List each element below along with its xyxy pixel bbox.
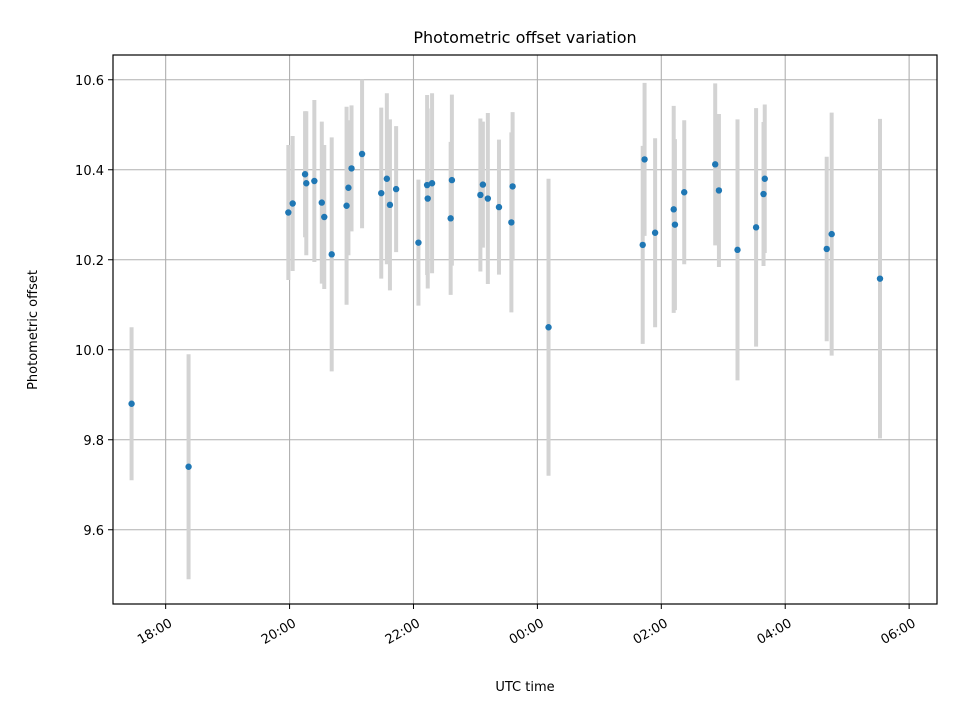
data-point	[495, 203, 503, 211]
data-point	[477, 191, 484, 199]
data-point	[358, 150, 366, 158]
data-point	[715, 187, 723, 194]
data-point	[285, 209, 292, 216]
data-point	[303, 180, 310, 187]
data-point	[823, 245, 830, 253]
data-point	[734, 246, 741, 254]
data-point	[712, 161, 719, 168]
data-point	[423, 181, 431, 189]
data-point	[508, 219, 515, 226]
data-point	[301, 171, 309, 178]
data-point	[318, 199, 325, 206]
data-point	[392, 185, 400, 193]
data-point	[828, 230, 835, 238]
data-point	[651, 229, 659, 236]
y-axis-label: Photometric offset	[26, 270, 41, 390]
data-point	[321, 213, 328, 221]
data-point	[670, 206, 677, 213]
data-point	[128, 400, 135, 407]
data-point	[415, 239, 422, 246]
y-tick-label: 9.6	[83, 524, 104, 539]
data-point	[343, 202, 350, 209]
data-point	[328, 251, 335, 258]
data-point	[383, 175, 391, 182]
x-axis-label: UTC time	[495, 680, 554, 695]
data-point	[479, 181, 487, 188]
data-point	[348, 165, 355, 172]
data-point	[761, 175, 768, 182]
data-point	[345, 184, 352, 191]
y-tick-label: 10.6	[75, 74, 104, 89]
data-point	[448, 176, 456, 184]
data-point	[681, 189, 688, 196]
data-point	[424, 195, 431, 202]
y-tick-label: 9.8	[83, 434, 104, 449]
grid-layer	[113, 55, 937, 604]
data-point	[428, 180, 436, 187]
data-point	[185, 463, 192, 470]
data-point	[752, 224, 760, 231]
data-point	[545, 324, 552, 331]
data-point	[671, 221, 679, 228]
y-tick-label: 10.2	[75, 254, 104, 269]
data-point	[509, 183, 516, 190]
data-point	[378, 189, 385, 197]
data-point	[641, 156, 648, 163]
data-point	[876, 275, 884, 282]
data-point	[447, 215, 454, 222]
chart-title: Photometric offset variation	[413, 28, 636, 47]
data-point	[760, 190, 767, 198]
point-layer	[128, 150, 884, 470]
data-point	[289, 200, 296, 207]
plot-frame	[112, 54, 938, 605]
data-point	[386, 201, 394, 209]
y-tick-label: 10.0	[75, 344, 104, 359]
data-point	[639, 241, 646, 249]
data-point	[311, 177, 318, 185]
y-tick-label: 10.4	[75, 164, 104, 179]
data-point	[484, 195, 492, 202]
